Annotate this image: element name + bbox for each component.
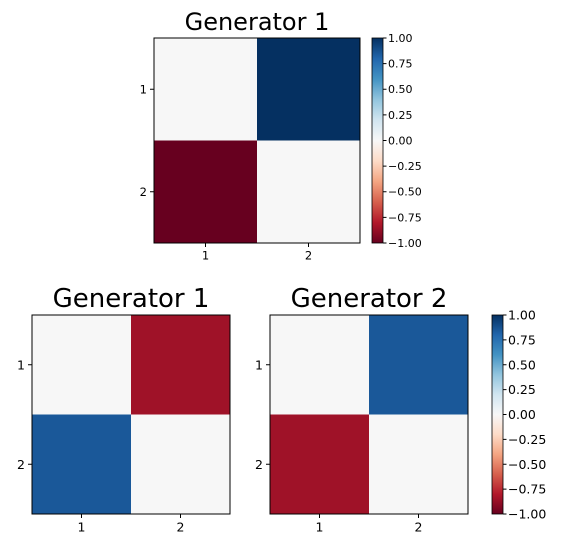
colorbar-tick-label: −0.25 <box>388 160 422 173</box>
axes-frame <box>153 37 361 244</box>
heatmap-cell <box>32 315 132 415</box>
y-tick-label: 2 <box>140 185 147 199</box>
heatmap-cell <box>369 315 469 415</box>
heatmap-cell <box>154 140 258 244</box>
axes-frame <box>269 314 469 515</box>
colorbar-tick-label: −1.00 <box>508 507 546 522</box>
chart-title: Generator 1 <box>53 284 210 314</box>
chart-title: Generator 1 <box>185 8 330 36</box>
x-tick-label: 2 <box>177 520 185 534</box>
colorbar <box>371 37 384 244</box>
colorbar-tick-label: −1.00 <box>388 237 422 250</box>
axes-frame <box>31 314 231 515</box>
colorbar-tick-label: −0.25 <box>508 432 546 447</box>
colorbar-tick-label: 0.25 <box>388 109 413 122</box>
y-tick-label: 1 <box>17 357 25 372</box>
chart-title: Generator 2 <box>291 284 448 314</box>
colorbar-tick-label: 0.00 <box>388 134 413 147</box>
colorbar-tick-label: 0.25 <box>508 382 536 397</box>
heatmap-cell <box>131 414 231 515</box>
colorbar-tick-label: 0.75 <box>508 332 536 347</box>
heatmap-cell <box>154 38 258 141</box>
colorbar <box>491 314 504 515</box>
x-tick-label: 2 <box>415 520 423 534</box>
x-tick-label: 2 <box>305 249 312 263</box>
heatmap-cell <box>257 38 361 141</box>
colorbar-tick-label: −0.75 <box>388 211 422 224</box>
colorbar-tick-label: 0.50 <box>388 83 413 96</box>
colorbar-tick-label: 1.00 <box>508 308 536 323</box>
colorbar-tick-label: −0.50 <box>508 457 546 472</box>
heatmap-cell <box>270 315 370 415</box>
heatmap-cell <box>32 414 132 515</box>
colorbar-tick-label: 0.75 <box>388 58 413 71</box>
heatmap-cell <box>131 315 231 415</box>
heatmap-cell <box>270 414 370 515</box>
y-tick-label: 2 <box>255 457 263 472</box>
colorbar-tick-label: 1.00 <box>388 32 413 45</box>
colorbar-tick-label: −0.50 <box>388 186 422 199</box>
x-tick-label: 1 <box>316 520 324 534</box>
colorbar-tick-label: 0.00 <box>508 407 536 422</box>
y-tick-label: 2 <box>17 457 25 472</box>
heatmap-cell <box>369 414 469 515</box>
y-tick-label: 1 <box>140 82 147 96</box>
colorbar-tick-label: 0.50 <box>508 357 536 372</box>
x-tick-label: 1 <box>202 249 209 263</box>
heatmap-cell <box>257 140 361 244</box>
x-tick-label: 1 <box>78 520 86 534</box>
y-tick-label: 1 <box>255 357 263 372</box>
colorbar-tick-label: −0.75 <box>508 482 546 497</box>
